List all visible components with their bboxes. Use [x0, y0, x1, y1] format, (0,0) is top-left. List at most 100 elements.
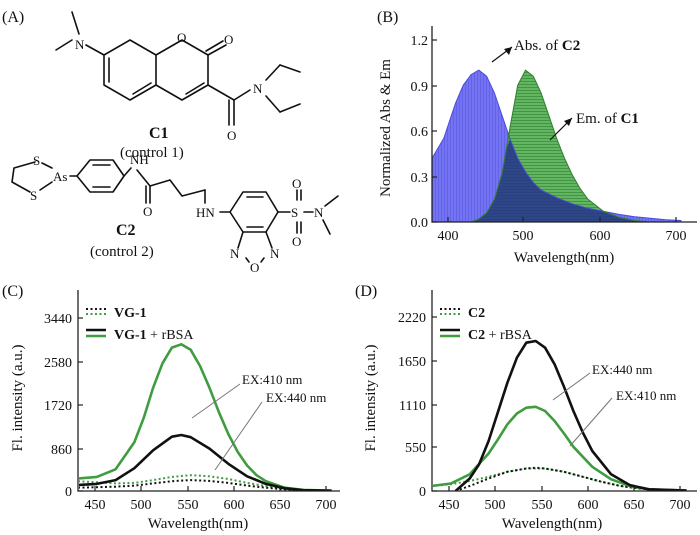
chart-b-xtick-label-1: 500	[513, 229, 534, 244]
chart-b-abs-annotation: Abs. of C2	[514, 38, 580, 54]
panel-b: (B) Normalized Abs & Em Wavelength(nm) 0…	[377, 9, 697, 266]
chart-d-ytick-label-2: 1110	[399, 399, 426, 414]
c1-name: C1	[149, 125, 169, 142]
c2-atom-n-dimethyl: N	[314, 205, 324, 220]
chart-c-xtick-label-1: 500	[131, 498, 152, 513]
c1-atom-o-ring: O	[177, 30, 186, 45]
chart-b-xtick-label-3: 700	[666, 229, 687, 244]
chart-c-xtick-label-3: 600	[224, 498, 245, 513]
panel-c-label: (C)	[2, 283, 23, 300]
chart-d-annotation-440-leader	[552, 372, 591, 401]
chart-d-annotation-410-leader	[569, 397, 613, 447]
chart-b-ylabel: Normalized Abs & Em	[378, 59, 394, 197]
chart-c-vg1-ex410-line	[79, 479, 332, 491]
panel-d-label: (D)	[355, 283, 377, 300]
c2-name: C2	[116, 222, 136, 239]
chart-b-plot	[431, 69, 682, 223]
c2-atom-o-sulfonyl-top: O	[292, 176, 301, 191]
c1-atom-o-carbonyl: O	[224, 32, 233, 47]
chart-d-xtick-label-4: 650	[624, 498, 645, 513]
chart-d-annotation-410: EX:410 nm	[616, 388, 676, 403]
chart-c-ytick-label-3: 2580	[44, 356, 72, 371]
chart-d-ytick-label-0: 0	[419, 485, 426, 500]
chart-d-xtick-label-0: 450	[439, 498, 460, 513]
chart-d-c2-rbsa-ex440-line	[454, 339, 687, 491]
chart-c-xtick-label-4: 650	[270, 498, 291, 513]
chart-c-xtick-label-0: 450	[85, 498, 106, 513]
chart-b-em-line	[470, 69, 651, 223]
chart-b-abs-arrowhead	[504, 47, 512, 55]
chart-c-ytick-label-4: 3440	[44, 312, 72, 327]
chart-b-xlabel: Wavelength(nm)	[514, 250, 614, 266]
chart-b-ytick-label-2: 0.6	[411, 125, 429, 140]
c2-atom-n-oxadiazole-1: N	[230, 246, 240, 261]
chart-d-ytick-label-3: 1650	[398, 355, 426, 370]
c2-atom-s1: S	[33, 153, 40, 168]
c1-caption: (control 1)	[120, 145, 184, 161]
panel-d: (D) Fl. intensity (a.u.) Wavelength(nm) …	[355, 283, 697, 532]
chart-c-ytick-label-0: 0	[65, 485, 72, 500]
chart-d-xtick-label-2: 550	[532, 498, 553, 513]
chart-c-vg1-rbsa-ex410-line	[79, 433, 332, 491]
chart-b-overlap-area	[471, 138, 651, 222]
c1-atom-n-dimethyl: N	[75, 37, 85, 52]
chart-d-legend: C2 C2 + rBSA	[440, 306, 533, 343]
chart-c-ytick-label-2: 1720	[44, 399, 72, 414]
c1-atom-n-amide: N	[253, 81, 263, 96]
chart-d-xlabel: Wavelength(nm)	[502, 516, 602, 532]
c2-atom-s-sulfonyl: S	[291, 205, 298, 220]
chart-d-xtick-label-3: 600	[578, 498, 599, 513]
c2-atom-s2: S	[30, 188, 37, 203]
c2-atom-nh: NH	[130, 152, 149, 167]
chart-d-legend-label-2: C2 + rBSA	[468, 328, 533, 343]
chart-b-abs-area	[432, 70, 682, 222]
c2-atom-n-oxadiazole-2: N	[270, 246, 280, 261]
panel-b-label: (B)	[377, 9, 398, 26]
chart-c-ytick-label-1: 860	[51, 443, 72, 458]
chart-d-plot	[433, 339, 687, 491]
chart-c-xtick-label-5: 700	[316, 498, 337, 513]
c1-atom-o-amide: O	[227, 128, 236, 143]
chart-c-plot	[79, 343, 332, 491]
chart-c-legend-label-1: VG-1	[114, 306, 147, 321]
c2-structure: S S As NH O HN N N	[11, 152, 339, 275]
chart-c-ylabel: Fl. intensity (a.u.)	[10, 344, 26, 451]
panel-c: (C) Fl. intensity (a.u.) Wavelength(nm) …	[2, 283, 340, 532]
chart-c-xtick-label-2: 550	[178, 498, 199, 513]
c1-benzene-ring	[103, 39, 157, 101]
chart-b-abs-line	[431, 69, 682, 221]
chart-c-legend-label-2: VG-1 + rBSA	[114, 328, 194, 343]
chart-d-ytick-label-1: 550	[405, 441, 426, 456]
chart-d-ticks	[432, 316, 681, 492]
chart-c-annotation-440: EX:440 nm	[266, 390, 326, 405]
c2-atom-o-sulfonyl-bottom: O	[292, 234, 301, 249]
c2-atom-o-amide: O	[143, 204, 152, 219]
chart-b-em-arrowhead	[564, 118, 572, 126]
chart-d-c2-rbsa-ex410-line	[433, 405, 687, 491]
panel-a: (A) N O O	[2, 9, 339, 275]
c2-atom-hn: HN	[196, 205, 215, 220]
chart-b-em-annotation: Em. of C1	[576, 111, 639, 127]
chart-c-vg1-rbsa-ex440-line	[79, 343, 332, 491]
chart-c-annotation-440-leader	[214, 401, 263, 471]
panel-a-label: (A)	[2, 9, 24, 26]
chart-d-ytick-label-4: 2220	[398, 311, 426, 326]
chart-d-annotation-440: EX:440 nm	[592, 362, 652, 377]
c2-atom-as: As	[53, 169, 67, 184]
chart-d-xtick-label-1: 500	[485, 498, 506, 513]
chart-d-c2-ex440-line	[455, 466, 687, 491]
chart-b-ytick-label-1: 0.3	[411, 171, 429, 186]
chart-b-ytick-label-4: 1.2	[411, 34, 429, 49]
chart-c-vg1-ex440-line	[79, 474, 332, 491]
chart-c-annotation-410: EX:410 nm	[242, 372, 302, 387]
chart-b-xtick-label-2: 600	[590, 229, 611, 244]
chart-c-annotation-410-leader	[191, 383, 241, 419]
c2-atom-o-oxadiazole: O	[250, 260, 259, 275]
c1-structure: N O O N O	[55, 11, 301, 143]
chart-d-ylabel: Fl. intensity (a.u.)	[363, 344, 379, 451]
chart-b-ytick-label-0: 0.0	[411, 216, 429, 231]
chart-b-ytick-label-3: 0.9	[411, 80, 429, 95]
chart-c-ticks	[78, 317, 327, 492]
chart-c-legend: VG-1 VG-1 + rBSA	[86, 306, 194, 343]
